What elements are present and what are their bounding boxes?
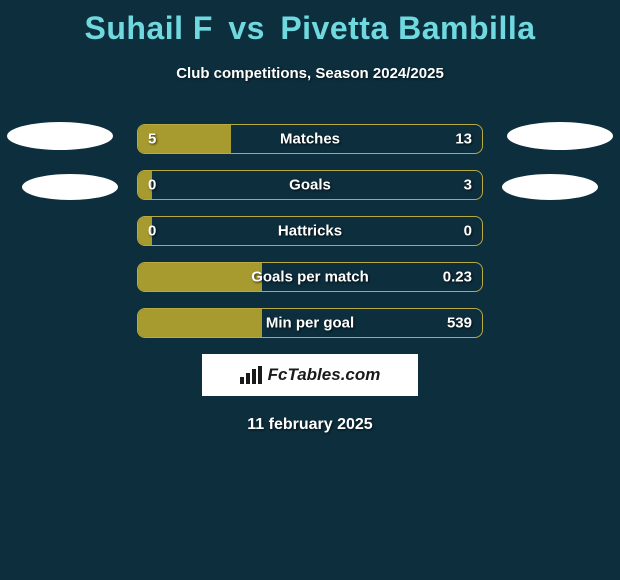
bar-right-value: 539 [447,315,472,332]
bar-right-value: 13 [455,131,472,148]
player2-badge-mid [502,174,598,200]
bar-right-value: 0 [464,223,472,240]
bar-row-hattricks: 0 Hattricks 0 [137,216,483,246]
competition-subtitle: Club competitions, Season 2024/2025 [0,65,620,82]
chart-area: 5 Matches 13 0 Goals 3 0 Hattricks 0 Goa… [0,124,620,338]
bars-container: 5 Matches 13 0 Goals 3 0 Hattricks 0 Goa… [137,124,483,338]
bar-left-value: 5 [148,131,156,148]
date-label: 11 february 2025 [0,416,620,434]
bar-row-mpg: Min per goal 539 [137,308,483,338]
bar-label: Matches [280,131,340,148]
bar-label: Goals [289,177,331,194]
bar-row-goals: 0 Goals 3 [137,170,483,200]
player1-badge-top [7,122,113,150]
logo-box: FcTables.com [202,354,418,396]
bar-label: Goals per match [251,269,369,286]
bar-label: Hattricks [278,223,342,240]
bar-left-value: 0 [148,177,156,194]
bar-left-value: 0 [148,223,156,240]
bar-row-gpm: Goals per match 0.23 [137,262,483,292]
vs-separator: vs [228,10,265,46]
player2-name: Pivetta Bambilla [280,10,535,46]
bar-right-value: 3 [464,177,472,194]
player1-name: Suhail F [84,10,212,46]
bar-chart-icon [240,366,262,384]
comparison-title: Suhail F vs Pivetta Bambilla [0,0,620,47]
player2-badge-top [507,122,613,150]
bar-row-matches: 5 Matches 13 [137,124,483,154]
bar-fill [138,263,262,291]
bar-fill [138,309,262,337]
player1-badge-mid [22,174,118,200]
bar-right-value: 0.23 [443,269,472,286]
logo-text: FcTables.com [268,365,381,385]
bar-label: Min per goal [266,315,354,332]
